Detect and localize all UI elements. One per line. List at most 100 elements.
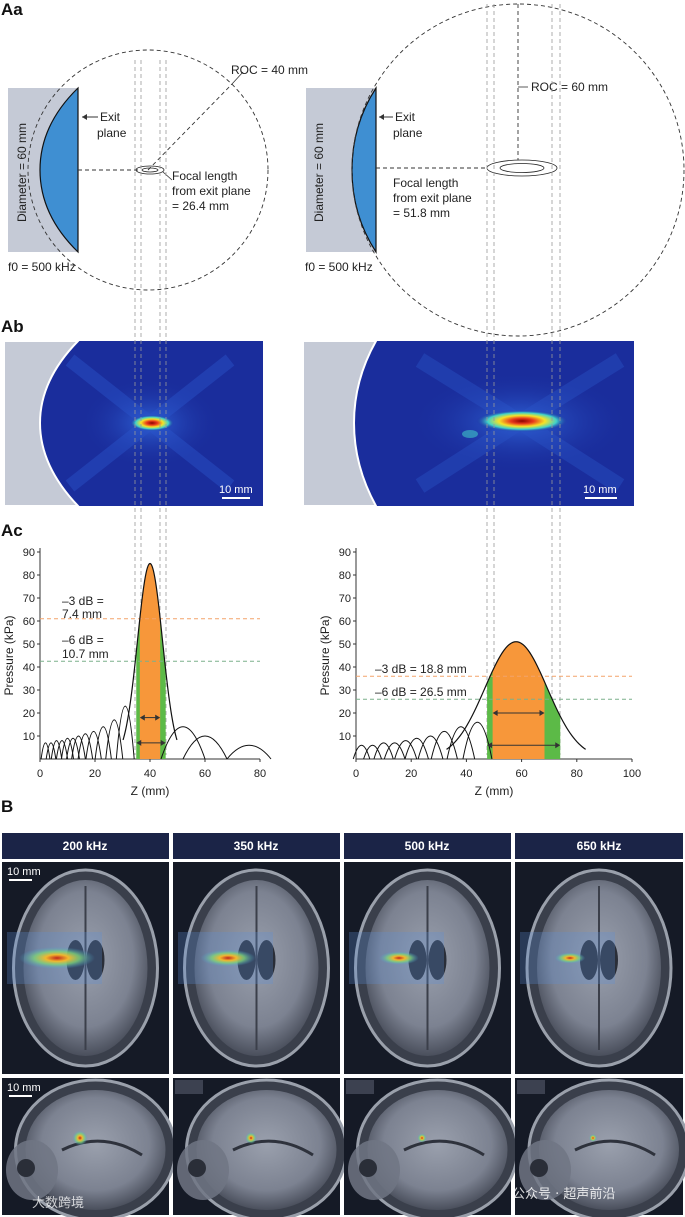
sidelobe-left-13 (182, 735, 228, 760)
threshold-3db-label-2-left: 7.4 mm (62, 607, 102, 621)
sagittal-orbit-2 (359, 1159, 377, 1177)
sagittal-brain-0 (25, 1090, 166, 1210)
pressure-profile-chart-right: 10 20 30 40 50 60 70 80 90 0 20 40 60 80 100 Z (mm) Pres… (318, 547, 641, 798)
y-tick-label-left-30: 30 (23, 685, 35, 697)
x-tick-label-left-20: 20 (89, 768, 101, 780)
y-tick-label-right-80: 80 (339, 570, 351, 582)
sidelobe-left-1 (45, 742, 57, 760)
sagittal-brain-3 (539, 1090, 679, 1210)
roc-label-right: ROC = 60 mm (531, 80, 608, 94)
panel-label-aa: Aa (1, 0, 23, 19)
sagittal-focal-spot-2 (417, 1133, 427, 1143)
y-tick-label-left-70: 70 (23, 593, 35, 605)
focal-spot-inner-right (499, 163, 545, 173)
focal-label-2-right: from exit plane (393, 191, 472, 205)
vertical-guides-right (486, 4, 561, 755)
sagittal-focal-spot-0 (72, 1130, 88, 1146)
sagittal-corner-tag-1 (175, 1080, 203, 1094)
sagittal-brain-1 (196, 1090, 337, 1210)
focal-spot-outer-left (135, 165, 165, 175)
freq-header-200 (2, 833, 169, 859)
x-tick-label-left-40: 40 (144, 768, 156, 780)
pressure-field-map-right: 10 mm (303, 341, 634, 506)
width-6db-arrow-right-head-a (487, 742, 493, 749)
sagittal-orbit-1 (188, 1159, 206, 1177)
y-tick-label-left-60: 60 (23, 616, 35, 628)
roc-label-left: ROC = 40 mm (231, 63, 308, 77)
y-tick-label-right-90: 90 (339, 547, 351, 559)
scalebar-label-axial: 10 mm (7, 866, 41, 878)
sidelobe-left-14 (226, 744, 272, 760)
band-3db-right (492, 641, 545, 759)
exit-plane-label-2-right: plane (393, 126, 423, 140)
sidelobe-left-6 (71, 735, 86, 760)
pressure-profile-chart-left: 10 20 30 40 50 60 70 80 90 0 20 40 60 80 Z (mm) Pressur… (2, 547, 272, 798)
sagittal-orbit-3 (530, 1159, 548, 1177)
width-3db-arrow-left-head-b (155, 714, 161, 721)
y-tick-label-left-10: 10 (23, 731, 35, 743)
exit-plane-label-2-left: plane (97, 126, 127, 140)
y-axis-label-right: Pressure (kPa) (318, 615, 332, 695)
band-3db-left (139, 563, 161, 759)
roc-circle-right (351, 3, 685, 337)
threshold-3db-label-right: –3 dB = 18.8 mm (375, 662, 467, 676)
roc-radius-left (147, 83, 233, 171)
freq-label-500: 500 kHz (405, 839, 450, 853)
x-axis-label-right: Z (mm) (475, 784, 514, 798)
axial-ventricle-r-1 (257, 940, 276, 980)
focal-label-2-left: from exit plane (172, 184, 251, 198)
x-tick-label-right-80: 80 (571, 768, 583, 780)
axial-ventricle-r-0 (86, 940, 105, 980)
sidelobe-left-11 (115, 705, 135, 760)
exit-plane-label-1-right: Exit (395, 110, 416, 124)
watermark-right: 公众号 · 超声前沿 (512, 1186, 615, 1202)
x-tick-label-left-60: 60 (199, 768, 211, 780)
roc-circle-left (27, 49, 269, 291)
sagittal-corner-tag-2 (346, 1080, 374, 1094)
sidelobe-right-7 (430, 730, 458, 760)
x-tick-label-right-40: 40 (460, 768, 472, 780)
freq-label-200: 200 kHz (63, 839, 108, 853)
main-lobe-right (446, 641, 586, 750)
threshold-6db-label-1-left: –6 dB = (62, 633, 104, 647)
y-tick-label-left-90: 90 (23, 547, 35, 559)
scalebar-label-right: 10 mm (583, 484, 617, 496)
sagittal-sulcus-3 (574, 1139, 656, 1157)
focal-label-1-left: Focal length (172, 169, 237, 183)
width-6db-arrow-left-head-b (160, 739, 166, 746)
y-tick-label-right-10: 10 (339, 731, 351, 743)
f0-label-right: f0 = 500 kHz (305, 260, 373, 274)
transducer-housing-left (8, 88, 78, 252)
brain-simulation-grid (2, 862, 685, 1217)
width-3db-arrow-right-head-b (539, 710, 545, 716)
diameter-label-right: Diameter = 60 mm (312, 123, 326, 222)
axial-focal-spot-1 (200, 949, 256, 967)
sidelobe-spot-right (462, 430, 478, 438)
sagittal-corner-tag-3 (517, 1080, 545, 1094)
field-transducer-left (4, 341, 80, 506)
y-tick-label-left-20: 20 (23, 708, 35, 720)
sidelobe-right-5 (404, 738, 429, 760)
sidelobe-right-3 (383, 742, 406, 760)
width-3db-arrow-left-head-a (139, 714, 145, 721)
panel-label-ac: Ac (1, 521, 23, 540)
scalebar-label-sagittal: 10 mm (7, 1082, 41, 1094)
x-tick-label-right-0: 0 (353, 768, 359, 780)
focal-spot-inner-left (141, 167, 159, 173)
main-lobe-left (122, 562, 178, 741)
threshold-3db-label-1-left: –3 dB = (62, 594, 104, 608)
panel-label-ab: Ab (1, 317, 24, 336)
sidelobe-left-8 (85, 731, 102, 760)
scalebar-label-left: 10 mm (219, 484, 253, 496)
y-tick-label-right-30: 30 (339, 685, 351, 697)
freq-header-350 (173, 833, 340, 859)
transducer-lens-left (39, 86, 79, 254)
sagittal-focal-spot-3 (589, 1134, 597, 1142)
width-6db-arrow-right-head-b (555, 742, 561, 749)
threshold-6db-label-2-left: 10.7 mm (62, 647, 109, 661)
sidelobe-left-5 (66, 737, 80, 760)
vertical-guides-left (134, 60, 167, 755)
focal-label-3-left: = 26.4 mm (172, 199, 229, 213)
y-tick-label-left-50: 50 (23, 639, 35, 651)
x-tick-label-right-60: 60 (515, 768, 527, 780)
